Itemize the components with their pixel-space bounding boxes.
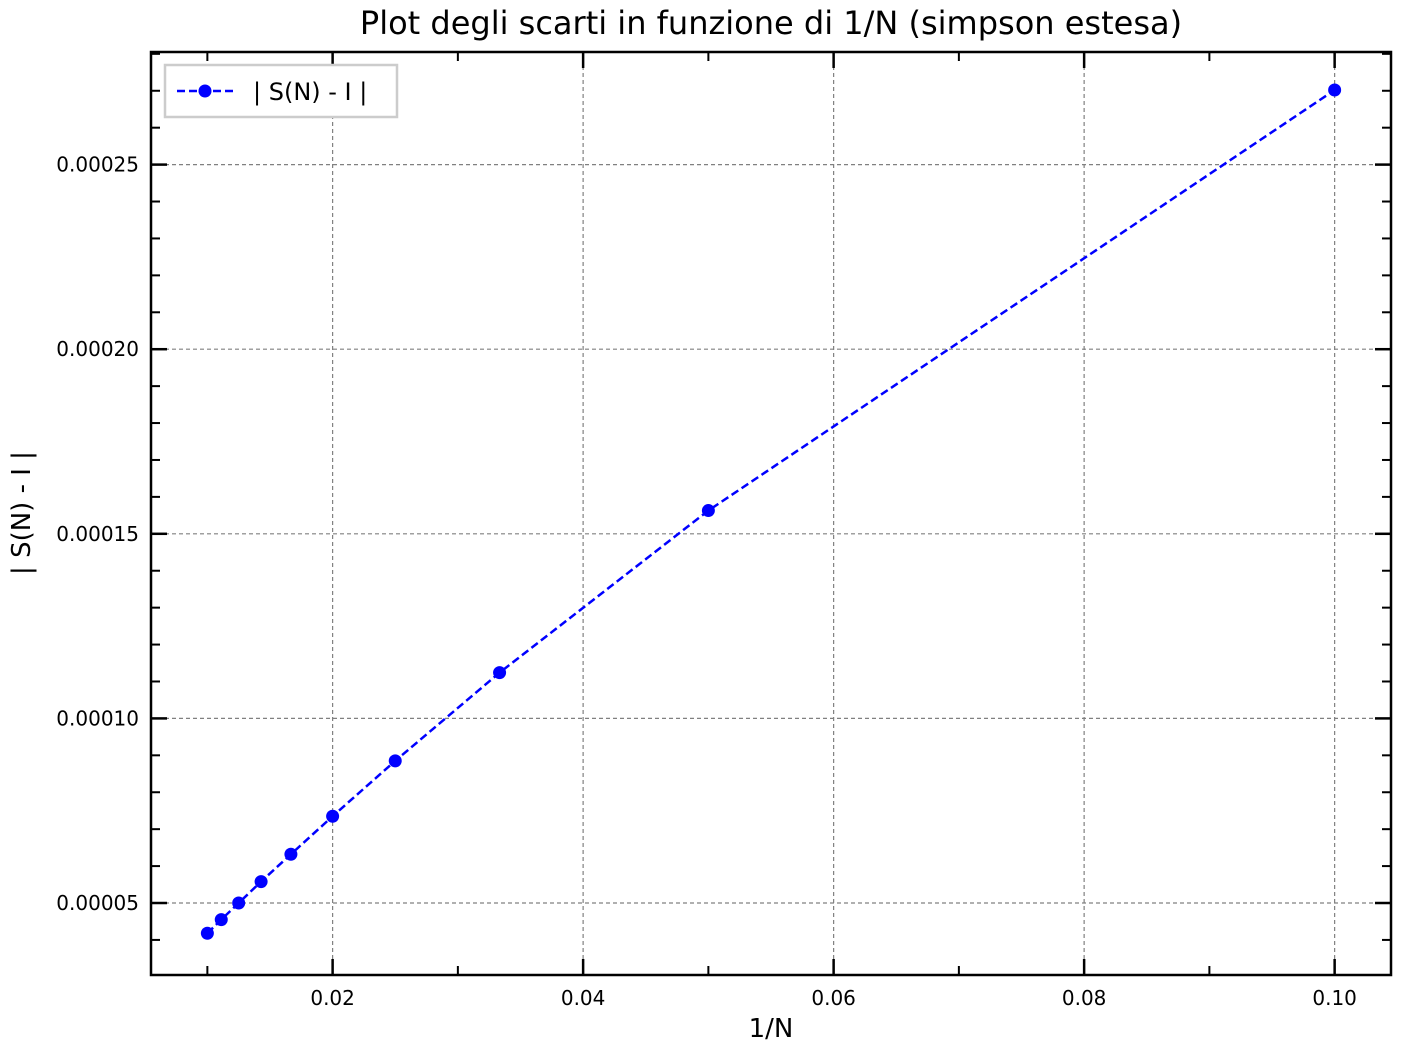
data-point — [232, 896, 246, 910]
data-point — [493, 666, 507, 680]
data-point — [284, 847, 298, 861]
y-tick-label: 0.00005 — [56, 891, 139, 915]
tick-labels: 0.02 0.04 0.06 0.08 0.10 0.00005 0.00010 0.0001… — [56, 153, 1357, 1010]
plot-frame — [149, 50, 1393, 977]
legend-marker — [198, 84, 212, 98]
y-tick-label: 0.00015 — [56, 522, 139, 546]
data-point — [1328, 83, 1342, 97]
x-tick-label: 0.04 — [561, 986, 606, 1010]
data-point — [200, 926, 214, 940]
grid — [151, 52, 1391, 975]
x-axis-label: 1/N — [748, 1014, 794, 1044]
series-line — [206, 88, 1336, 935]
data-point — [254, 875, 268, 889]
data-series — [200, 83, 1342, 940]
x-tick-label: 0.06 — [811, 986, 856, 1010]
y-axis-label: | S(N) - I | — [7, 451, 37, 575]
axis-ticks — [151, 52, 1391, 975]
data-point — [701, 504, 715, 518]
legend: | S(N) - I | — [163, 63, 399, 119]
y-tick-label: 0.00025 — [56, 153, 139, 177]
x-tick-label: 0.10 — [1312, 986, 1357, 1010]
x-tick-label: 0.02 — [310, 986, 355, 1010]
legend-label: | S(N) - I | — [253, 78, 367, 106]
data-point — [388, 754, 402, 768]
y-tick-label: 0.00010 — [56, 706, 139, 730]
data-point — [326, 809, 340, 823]
chart-title: Plot degli scarti in funzione di 1/N (si… — [359, 4, 1183, 42]
x-tick-label: 0.08 — [1062, 986, 1107, 1010]
data-point — [214, 913, 228, 927]
y-tick-label: 0.00020 — [56, 337, 139, 361]
